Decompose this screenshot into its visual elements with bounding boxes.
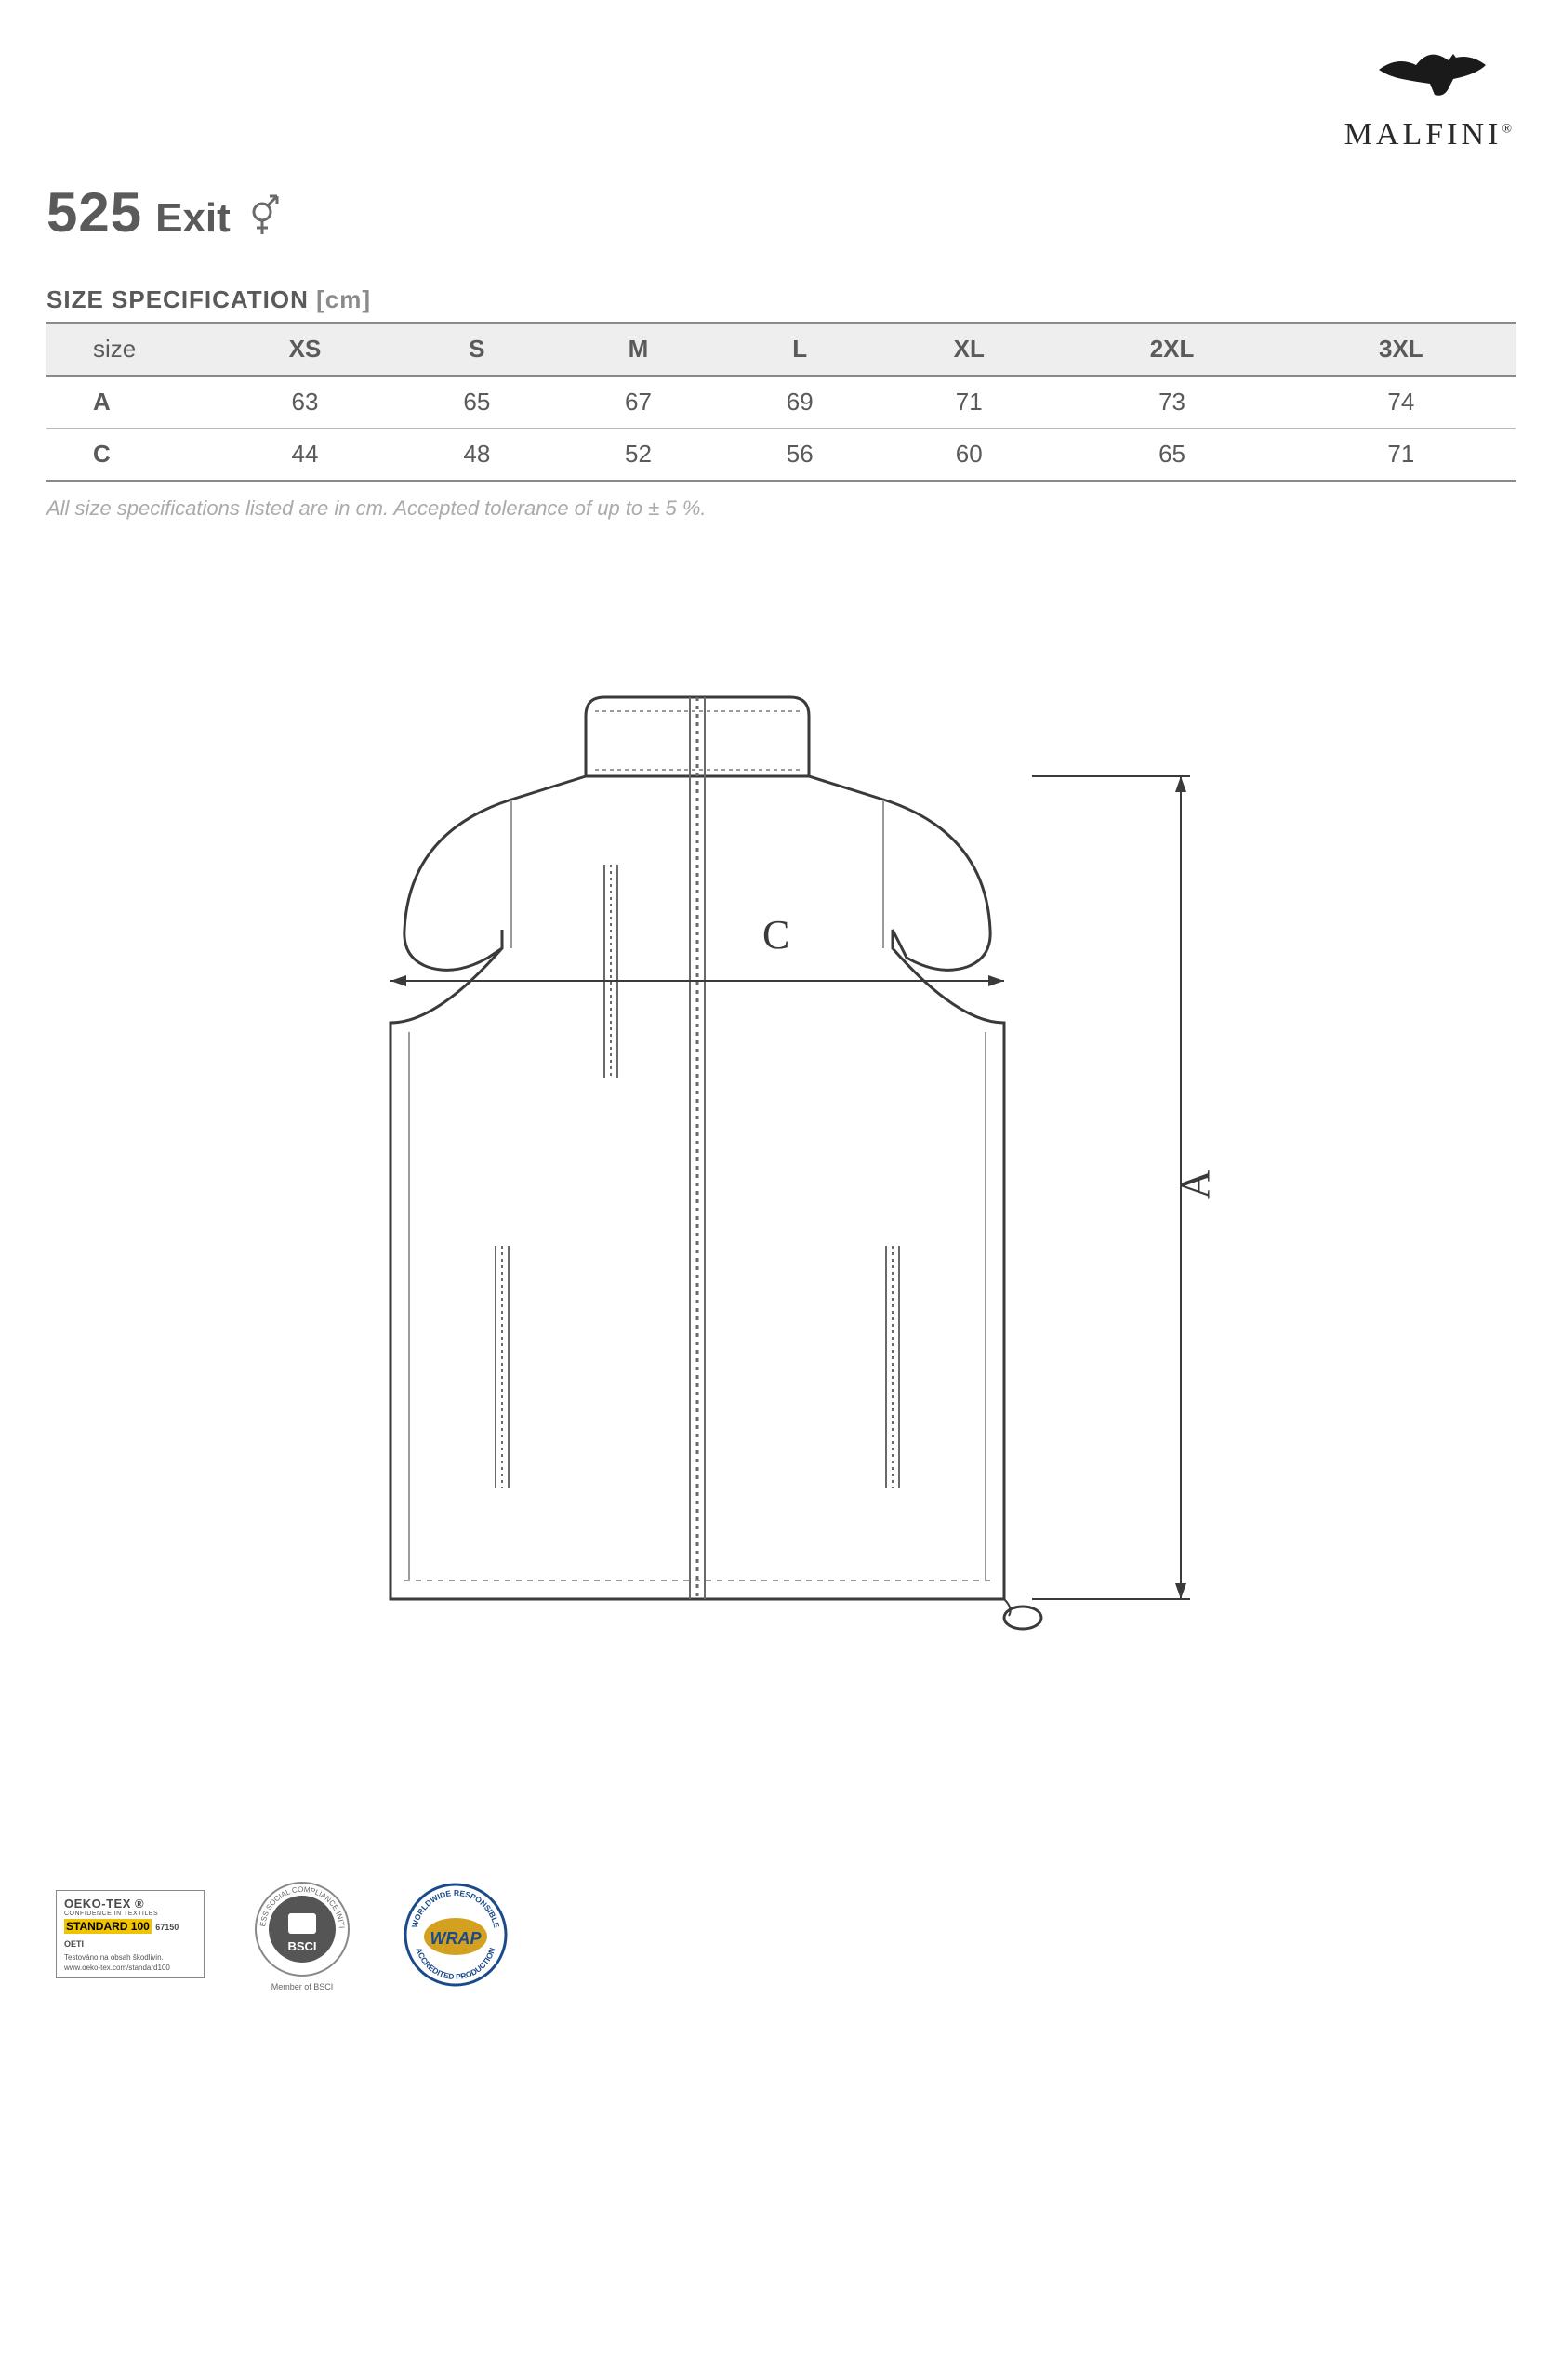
table-header-row: size XS S M L XL 2XL 3XL	[46, 323, 1516, 376]
header-xs: XS	[214, 323, 396, 376]
cell: 71	[1287, 428, 1516, 481]
header-l: L	[719, 323, 880, 376]
spec-heading: SIZE SPECIFICATION [cm]	[46, 285, 1516, 314]
eagle-icon	[1360, 37, 1500, 112]
footnote: All size specifications listed are in cm…	[46, 496, 1516, 521]
product-code: 525	[46, 180, 142, 245]
row-label: A	[46, 376, 214, 429]
cell: 74	[1287, 376, 1516, 429]
cell: 48	[396, 428, 558, 481]
oeko-tex-badge: OEKO-TEX ® CONFIDENCE IN TEXTILES STANDA…	[56, 1890, 205, 1978]
brand-name: MALFINI	[1344, 117, 1502, 152]
header: MALFINI®	[46, 37, 1516, 152]
svg-text:WRAP: WRAP	[430, 1929, 483, 1948]
oeko-line1: Testováno na obsah škodlivin.	[64, 1953, 196, 1962]
cell: 44	[214, 428, 396, 481]
oeko-std: STANDARD 100	[64, 1919, 152, 1934]
cell: 73	[1057, 376, 1286, 429]
oeko-sub: CONFIDENCE IN TEXTILES	[64, 1911, 196, 1917]
bsci-badge: BSCI BUSINESS SOCIAL COMPLIANCE INITIATI…	[251, 1878, 353, 1991]
cell: 63	[214, 376, 396, 429]
cell: 65	[1057, 428, 1286, 481]
spec-unit-text: [cm]	[316, 285, 371, 313]
size-table: size XS S M L XL 2XL 3XL A 63 65 67 69 7…	[46, 322, 1516, 482]
unisex-icon	[247, 193, 285, 248]
product-title: 525 Exit	[46, 180, 1516, 248]
header-xl: XL	[880, 323, 1057, 376]
row-label: C	[46, 428, 214, 481]
wrap-badge: WRAP WORLDWIDE RESPONSIBLE ACCREDITED PR…	[400, 1879, 511, 1990]
header-3xl: 3XL	[1287, 323, 1516, 376]
cell: 65	[396, 376, 558, 429]
bsci-sub: Member of BSCI	[271, 1982, 334, 1991]
header-2xl: 2XL	[1057, 323, 1286, 376]
cell: 52	[558, 428, 720, 481]
cell: 56	[719, 428, 880, 481]
svg-text:BSCI: BSCI	[287, 1939, 316, 1953]
vest-diagram: A	[270, 669, 1292, 1692]
cell: 69	[719, 376, 880, 429]
dim-label-a: A	[1172, 1170, 1218, 1199]
header-m: M	[558, 323, 720, 376]
brand-logo: MALFINI®	[1344, 37, 1516, 152]
header-size: size	[46, 323, 214, 376]
spec-title-text: SIZE SPECIFICATION	[46, 285, 309, 313]
header-s: S	[396, 323, 558, 376]
oeko-title: OEKO-TEX ®	[64, 1897, 144, 1911]
cell: 60	[880, 428, 1057, 481]
cell: 71	[880, 376, 1057, 429]
size-diagram: A	[46, 669, 1516, 1692]
cell: 67	[558, 376, 720, 429]
product-name: Exit	[155, 195, 231, 241]
oeko-line2: www.oeko-tex.com/standard100	[64, 1964, 196, 1972]
dim-label-c: C	[762, 912, 789, 958]
table-row: C 44 48 52 56 60 65 71	[46, 428, 1516, 481]
certifications: OEKO-TEX ® CONFIDENCE IN TEXTILES STANDA…	[46, 1878, 1516, 1991]
table-row: A 63 65 67 69 71 73 74	[46, 376, 1516, 429]
